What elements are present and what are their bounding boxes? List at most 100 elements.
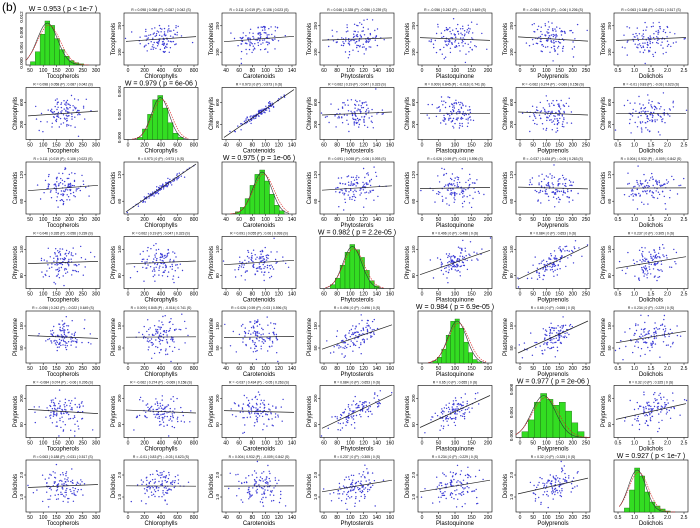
scatter-point xyxy=(163,262,166,264)
scatter-point xyxy=(637,44,639,46)
scatter-point xyxy=(634,193,636,195)
scatter-point xyxy=(258,337,261,339)
scatter-point xyxy=(638,249,641,251)
scatter-point xyxy=(554,118,556,120)
scatter-point xyxy=(540,26,542,28)
scatter-point xyxy=(347,181,350,183)
scatter-point xyxy=(553,265,556,267)
y-tick-label: 60 xyxy=(19,198,24,204)
scatter-point xyxy=(444,29,446,32)
panel-frame xyxy=(221,12,297,66)
scatter-point xyxy=(339,422,341,425)
x-axis-label: Chlorophylls xyxy=(144,447,177,453)
panel-chlorophylls-vs-chlorophylls: W = 0.979 ( p = 6e-06 )0 200 400 600 800Chlo… xyxy=(117,81,198,155)
scatter-point xyxy=(143,280,145,282)
scatter-point xyxy=(42,276,44,278)
regression-line xyxy=(27,335,99,339)
scatter-point xyxy=(461,102,463,105)
scatter-point xyxy=(465,113,467,116)
x-tick-label: 120 xyxy=(359,441,368,447)
scatter-point xyxy=(454,46,456,48)
scatter-point xyxy=(656,279,658,282)
scatter-point xyxy=(550,322,552,324)
scatter-point xyxy=(191,41,194,44)
scatter-point xyxy=(224,323,226,326)
scatter-point xyxy=(666,40,669,42)
scatter-point xyxy=(351,198,353,201)
scatter-point xyxy=(657,191,660,193)
scatter-point xyxy=(553,123,556,126)
scatter-point xyxy=(658,269,660,272)
scatter-point xyxy=(647,118,650,120)
scatter-point xyxy=(648,266,650,268)
scatter-point xyxy=(90,251,92,254)
scatter-point xyxy=(661,419,663,422)
scatter-point xyxy=(632,195,635,197)
scatter-point xyxy=(62,339,64,341)
histogram-bar xyxy=(44,20,51,66)
scatter-point xyxy=(258,263,261,265)
scatter-point xyxy=(437,23,439,26)
scatter-point xyxy=(235,351,237,353)
scatter-point xyxy=(561,125,564,128)
scatter-point xyxy=(60,111,62,113)
scatter-point xyxy=(661,406,664,408)
scatter-point xyxy=(82,107,85,109)
scatter-point xyxy=(252,45,254,47)
scatter-point xyxy=(558,178,560,180)
scatter-point xyxy=(463,264,466,267)
correlation-label: R = -0.062 | 0.274 (P) ; -0.069 | 0.158 … xyxy=(522,83,584,87)
scatter-point xyxy=(162,41,164,43)
scatter-point xyxy=(369,327,371,329)
scatter-point xyxy=(157,326,159,328)
scatter-point xyxy=(157,346,159,349)
scatter-point xyxy=(629,118,631,121)
scatter-point xyxy=(164,406,166,408)
scatter-point xyxy=(73,195,75,197)
scatter-point xyxy=(568,105,570,108)
scatter-point xyxy=(89,333,92,335)
scatter-point xyxy=(58,251,60,254)
scatter-point xyxy=(658,421,660,424)
scatter-point xyxy=(624,331,626,333)
scatter-point xyxy=(262,255,264,258)
scatter-point xyxy=(366,322,368,324)
scatter-point xyxy=(517,286,520,288)
regression-line xyxy=(419,187,491,189)
scatter-point xyxy=(679,414,681,416)
scatter-point xyxy=(641,129,643,131)
panel-frame xyxy=(319,161,395,215)
x-tick-label: 0.5 xyxy=(615,366,622,372)
scatter-point xyxy=(474,45,476,47)
scatter-point xyxy=(65,471,68,473)
scatter-point xyxy=(452,18,455,20)
scatter-point xyxy=(251,257,253,259)
scatter-point xyxy=(636,261,638,263)
scatter-point xyxy=(55,248,57,250)
x-tick-label: 0.5 xyxy=(615,217,622,223)
scatter-point xyxy=(469,194,471,197)
scatter-point xyxy=(59,419,61,422)
x-tick-label: 120 xyxy=(359,143,368,149)
scatter-point xyxy=(539,101,541,104)
scatter-point xyxy=(547,39,549,41)
scatter-point xyxy=(440,32,443,34)
scatter-point xyxy=(551,102,553,105)
scatter-point xyxy=(148,328,150,331)
x-axis-label: Plastoquinone xyxy=(436,74,475,80)
scatter-point xyxy=(627,183,629,185)
x-tick-label: 100 xyxy=(542,217,551,223)
scatter-point xyxy=(472,197,474,200)
scatter-point xyxy=(70,344,72,346)
correlation-label: R = -0.056 | 0.242 (P) ; -0.022 | 0.649 … xyxy=(424,8,486,12)
scatter-point xyxy=(56,341,58,344)
scatter-point xyxy=(273,237,275,239)
scatter-point xyxy=(448,105,451,108)
scatter-point xyxy=(255,258,257,260)
scatter-point xyxy=(361,107,363,109)
scatter-point xyxy=(632,108,634,111)
x-tick-label: 60 xyxy=(321,292,327,298)
scatter-point xyxy=(630,132,632,134)
correlation-label: R = 0.237 | 0 (P) ; 0.305 | 0 (S) xyxy=(628,232,674,236)
y-axis-label: Polyprenols xyxy=(307,396,313,427)
